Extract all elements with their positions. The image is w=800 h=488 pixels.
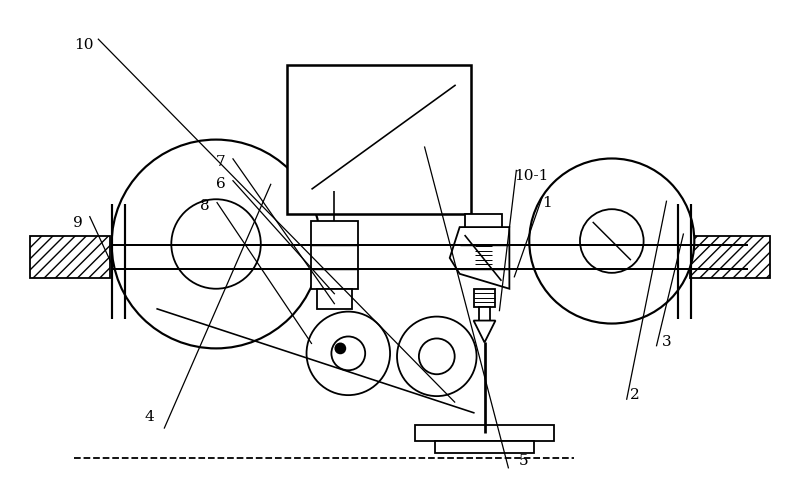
Text: 5: 5 (518, 453, 528, 467)
Text: 10-1: 10-1 (514, 169, 549, 183)
Circle shape (530, 159, 694, 324)
Text: 4: 4 (145, 409, 154, 423)
Bar (474, 289, 495, 307)
Bar (286, 66, 470, 215)
Bar (310, 222, 358, 289)
Circle shape (171, 200, 261, 289)
Text: 9: 9 (73, 215, 82, 229)
Circle shape (397, 317, 477, 396)
Bar (465, 215, 502, 243)
Text: 10: 10 (74, 38, 93, 52)
Bar (435, 441, 534, 453)
Bar (415, 425, 554, 441)
Bar (30, 237, 110, 278)
Bar (690, 237, 770, 278)
Text: 7: 7 (216, 155, 226, 168)
Text: 3: 3 (662, 334, 671, 348)
Circle shape (331, 337, 365, 370)
Text: 2: 2 (630, 387, 639, 402)
Text: 6: 6 (216, 176, 226, 190)
Text: 1: 1 (542, 196, 552, 210)
Circle shape (306, 312, 390, 395)
Circle shape (419, 339, 454, 374)
Bar (318, 289, 352, 309)
Text: 8: 8 (200, 198, 210, 212)
Circle shape (335, 344, 346, 354)
Bar (478, 307, 490, 321)
Circle shape (112, 141, 321, 349)
Bar (474, 243, 493, 269)
Polygon shape (450, 227, 510, 289)
Circle shape (580, 210, 644, 273)
Polygon shape (474, 321, 495, 343)
